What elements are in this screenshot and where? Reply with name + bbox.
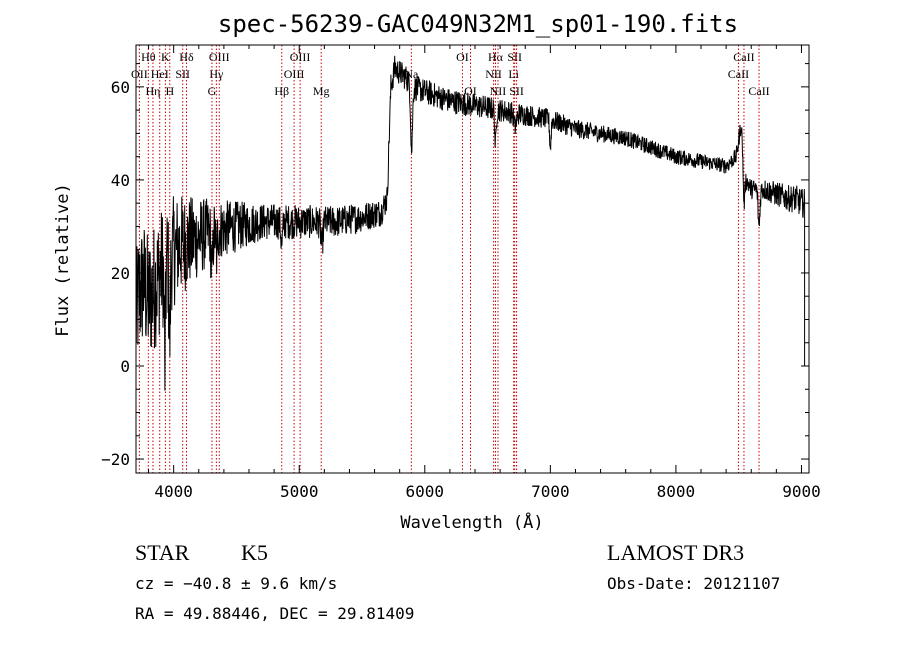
x-tick-label: 6000: [406, 482, 445, 501]
chart-title: spec-56239-GAC049N32M1_sp01-190.fits: [218, 10, 738, 38]
line-marker-label: OI: [456, 50, 469, 64]
y-axis-label: Flux (relative): [53, 183, 73, 337]
line-marker-label: NII: [485, 67, 502, 81]
line-marker-label: Hη: [145, 84, 160, 98]
y-tick-label: 40: [111, 171, 130, 190]
line-marker-label: Hθ: [141, 50, 156, 64]
line-marker-label: G: [208, 84, 217, 98]
line-marker-label: SII: [507, 50, 522, 64]
axes: 4000 5000 6000 7000 8000 9000 −20 0 20 40 60: [101, 45, 821, 501]
y-tick-label: 60: [111, 78, 130, 97]
line-marker-label: Mg: [313, 84, 330, 98]
spectrum-line: [135, 55, 806, 391]
plot-frame: [135, 44, 810, 474]
line-marker-label: Hγ: [209, 67, 224, 81]
line-marker-label: H: [165, 84, 174, 98]
object-class: STAR: [135, 540, 190, 565]
line-marker-label: OIII: [209, 50, 230, 64]
x-axis-label: Wavelength (Å): [400, 511, 543, 533]
line-marker-label: SII: [175, 67, 190, 81]
line-marker-label: CaII: [748, 84, 769, 98]
x-tick-label: 8000: [657, 482, 696, 501]
line-marker-label: Hδ: [179, 50, 194, 64]
y-tick-label: 0: [120, 357, 130, 376]
line-marker-label: OIII: [290, 50, 311, 64]
line-marker-label: K: [161, 50, 170, 64]
line-marker-label: NII: [490, 84, 507, 98]
object-subclass: K5: [241, 540, 268, 565]
redshift-cz: cz = −40.8 ± 9.6 km/s: [135, 574, 338, 593]
line-marker-label: Li: [508, 67, 519, 81]
obs-date: Obs-Date: 20121107: [607, 574, 781, 593]
line-marker-label: OIII: [284, 67, 305, 81]
line-marker-label: OII: [131, 67, 148, 81]
line-marker-label: HeI: [151, 67, 169, 81]
x-tick-label: 7000: [531, 482, 570, 501]
line-marker-label: CaII: [728, 67, 749, 81]
x-tick-label: 4000: [154, 482, 193, 501]
y-tick-label: 20: [111, 264, 130, 283]
line-marker-label: CaII: [733, 50, 754, 64]
survey-label: LAMOST DR3: [607, 540, 745, 565]
y-tick-label: −20: [101, 450, 130, 469]
line-marker-label: Hβ: [274, 84, 289, 98]
coordinates: RA = 49.88446, DEC = 29.81409: [135, 604, 415, 623]
x-tick-label: 5000: [280, 482, 319, 501]
line-marker-label: SII: [509, 84, 524, 98]
line-marker-label: OI: [464, 84, 477, 98]
x-tick-label: 9000: [782, 482, 821, 501]
line-marker-label: Hα: [488, 50, 504, 64]
